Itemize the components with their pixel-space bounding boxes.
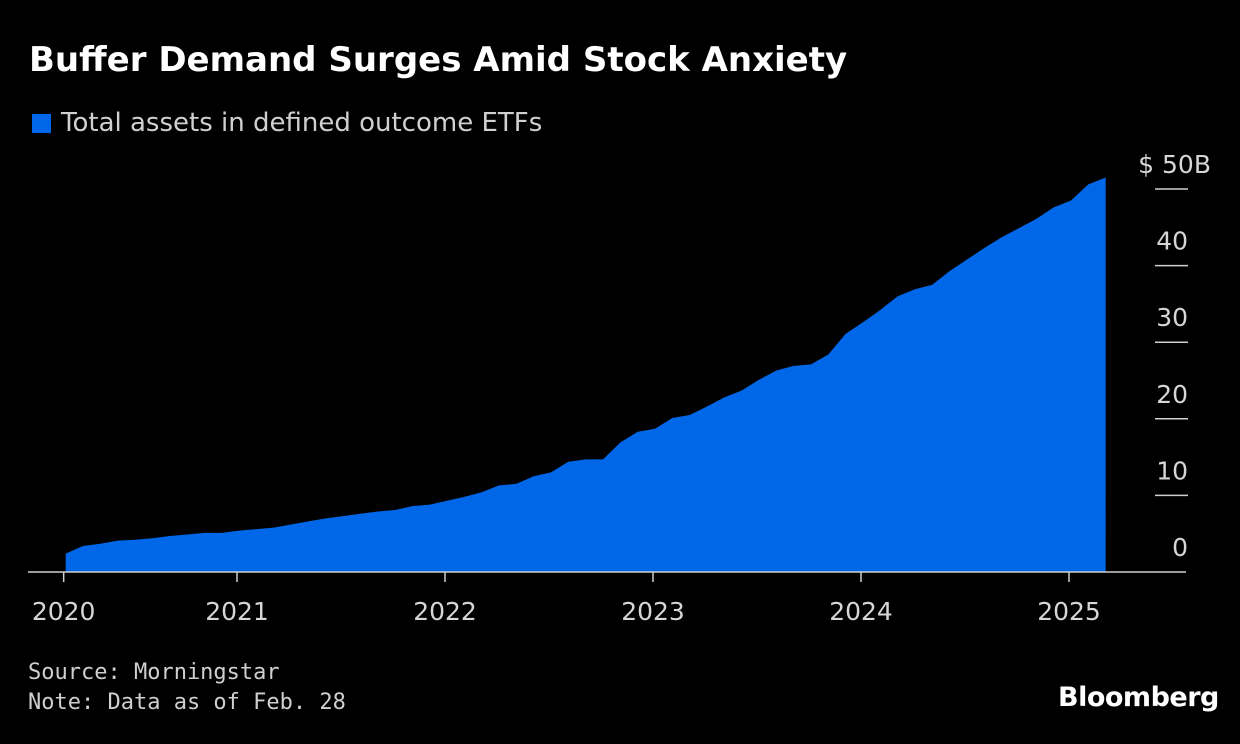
legend: Total assets in defined outcome ETFs bbox=[32, 108, 542, 138]
y-tick-label: 10 bbox=[1156, 456, 1188, 485]
source-note: Source: Morningstar bbox=[28, 660, 280, 685]
data-note: Note: Data as of Feb. 28 bbox=[28, 690, 346, 715]
x-tick-label: 2020 bbox=[32, 597, 96, 626]
x-tick-label: 2022 bbox=[413, 597, 477, 626]
y-tick-label: 30 bbox=[1156, 303, 1188, 332]
x-tick-label: 2024 bbox=[829, 597, 893, 626]
y-tick-label: 40 bbox=[1156, 227, 1188, 256]
x-tick-label: 2023 bbox=[621, 597, 685, 626]
y-tick-label: 20 bbox=[1156, 380, 1188, 409]
y-tick-label: $ 50B bbox=[1138, 150, 1211, 179]
x-tick-label: 2021 bbox=[205, 597, 269, 626]
legend-label: Total assets in defined outcome ETFs bbox=[61, 108, 543, 138]
y-tick-label: 0 bbox=[1172, 533, 1188, 562]
x-tick-label: 2025 bbox=[1037, 597, 1101, 626]
chart-title: Buffer Demand Surges Amid Stock Anxiety bbox=[29, 40, 848, 80]
legend-swatch bbox=[32, 113, 51, 133]
area-series bbox=[65, 177, 1106, 572]
bloomberg-logo: Bloomberg bbox=[1058, 682, 1219, 713]
